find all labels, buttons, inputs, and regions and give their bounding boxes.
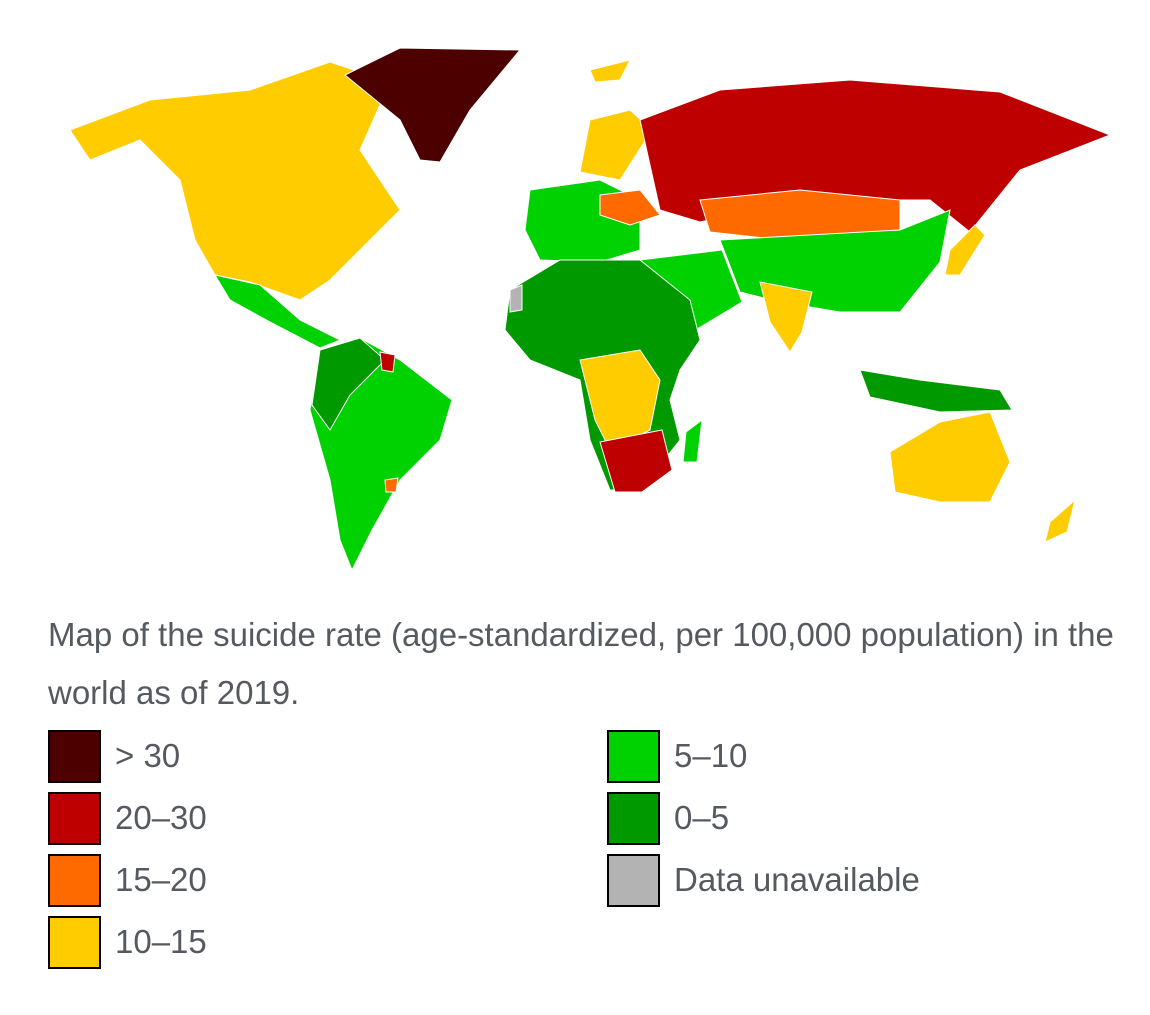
legend-item: Data unavailable xyxy=(607,852,920,908)
map-region xyxy=(599,189,661,226)
legend-swatch xyxy=(607,791,660,845)
map-region xyxy=(579,349,661,451)
world-map xyxy=(69,47,1112,572)
legend-item: 15–20 xyxy=(48,852,207,908)
map-caption: Map of the suicide rate (age-standardize… xyxy=(48,616,1114,711)
map-region xyxy=(589,59,631,83)
map-region xyxy=(69,61,401,301)
map-region xyxy=(509,284,523,313)
map-region xyxy=(311,337,386,431)
legend-swatch xyxy=(607,729,660,783)
map-region xyxy=(384,477,399,493)
legend-item: 5–10 xyxy=(607,728,747,784)
legend-item: 20–30 xyxy=(48,790,207,846)
map-region xyxy=(599,429,673,493)
legend-label: 20–30 xyxy=(115,799,207,836)
map-region xyxy=(859,369,1013,413)
map-region xyxy=(944,224,986,276)
legend-label: 5–10 xyxy=(674,737,748,774)
legend-item: > 30 xyxy=(48,728,180,784)
map-region xyxy=(1044,498,1076,543)
legend-swatch xyxy=(48,729,101,783)
legend-label: 0–5 xyxy=(674,799,730,836)
map-region xyxy=(344,47,522,163)
map-region xyxy=(682,418,703,463)
legend-label: Data unavailable xyxy=(674,861,920,898)
legend-swatch xyxy=(48,791,101,845)
legend-swatch xyxy=(48,915,101,969)
map-region xyxy=(889,411,1011,503)
map-region xyxy=(213,274,342,349)
legend-swatch xyxy=(607,853,660,907)
map-region xyxy=(379,351,396,373)
legend-label: 15–20 xyxy=(115,861,207,898)
legend-item: 10–15 xyxy=(48,914,207,970)
legend-label: 10–15 xyxy=(115,923,207,960)
legend-swatch xyxy=(48,853,101,907)
map-region xyxy=(759,281,813,353)
legend-item: 0–5 xyxy=(607,790,729,846)
legend-label: > 30 xyxy=(115,737,181,774)
